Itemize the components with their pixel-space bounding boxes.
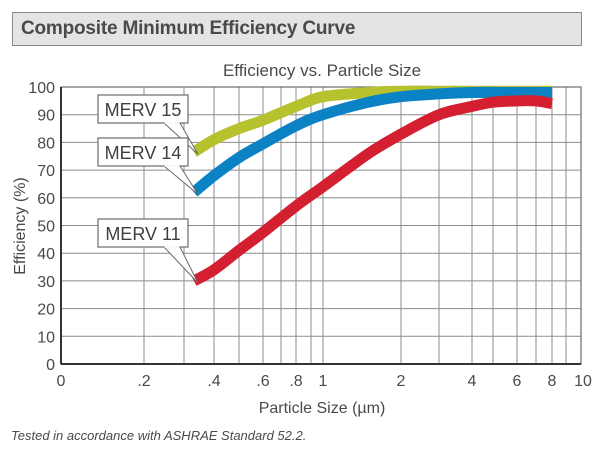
callout-box xyxy=(97,218,189,248)
callout-box xyxy=(97,94,189,124)
x-tick-label: 1 xyxy=(319,373,328,390)
page-title: Composite Minimum Efficiency Curve xyxy=(21,18,356,39)
callout-merv-14: MERV 14 xyxy=(97,137,199,195)
y-tick-label: 60 xyxy=(37,191,55,208)
callout-box xyxy=(97,137,189,167)
callout-merv-15: MERV 15 xyxy=(97,94,199,155)
x-tick-label: .2 xyxy=(137,373,150,390)
y-tick-label: 0 xyxy=(46,357,55,374)
series-callouts: MERV 15 MERV 14 MERV 11 xyxy=(97,94,199,284)
footnote: Tested in accordance with ASHRAE Standar… xyxy=(11,428,307,443)
series-curves xyxy=(190,85,553,286)
y-tick-label: 50 xyxy=(37,219,55,236)
y-tick-label: 80 xyxy=(37,135,55,152)
x-tick-label: 0 xyxy=(57,373,66,390)
title-bar: Composite Minimum Efficiency Curve xyxy=(12,12,582,46)
x-tick-label: 4 xyxy=(468,373,477,390)
x-tick-label: .4 xyxy=(207,373,220,390)
y-tick-label: 90 xyxy=(37,108,55,125)
y-axis-label: Efficiency (%) xyxy=(12,177,29,275)
x-axis-label: Particle Size (µm) xyxy=(259,400,386,417)
callout-label: MERV 14 xyxy=(105,143,182,163)
x-tick-label: 8 xyxy=(548,373,557,390)
x-tick-label: .8 xyxy=(289,373,302,390)
callout-merv-11: MERV 11 xyxy=(97,218,199,284)
y-tick-label: 100 xyxy=(28,80,55,97)
x-axis-ticks: 0 .2 .4 .6 .8 1 2 4 6 8 10 xyxy=(57,373,592,390)
y-tick-label: 40 xyxy=(37,246,55,263)
callout-label: MERV 15 xyxy=(105,100,182,120)
x-tick-label: 6 xyxy=(513,373,522,390)
y-tick-label: 70 xyxy=(37,163,55,180)
y-tick-label: 10 xyxy=(37,329,55,346)
x-tick-label: .6 xyxy=(256,373,269,390)
x-tick-label: 2 xyxy=(397,373,406,390)
series-line-merv-11 xyxy=(191,95,553,286)
chart-title: Efficiency vs. Particle Size xyxy=(223,61,421,80)
y-axis-ticks: 0 10 20 30 40 50 60 70 80 90 100 xyxy=(28,80,55,374)
callout-pointer xyxy=(162,246,199,284)
y-tick-label: 20 xyxy=(37,302,55,319)
series-line-merv-14 xyxy=(190,86,552,197)
x-tick-label: 10 xyxy=(574,373,592,390)
callout-label: MERV 11 xyxy=(105,224,180,244)
y-tick-label: 30 xyxy=(37,274,55,291)
